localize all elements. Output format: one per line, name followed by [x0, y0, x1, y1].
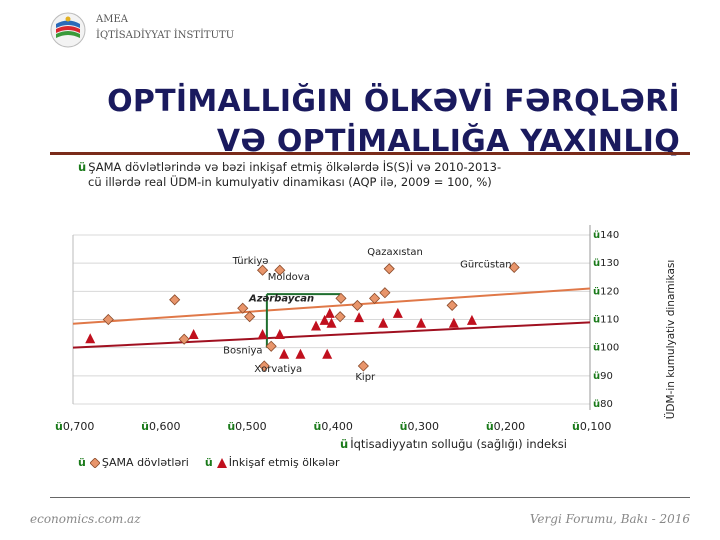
x-tick-label: ü0,500	[227, 420, 266, 433]
data-point-developed	[295, 348, 306, 359]
data-point-shama	[178, 333, 190, 345]
y-tick-label: ü80	[593, 399, 613, 410]
check-icon: ü	[78, 160, 87, 174]
data-point-developed	[378, 317, 389, 328]
y-tick-label: ü110	[593, 315, 619, 326]
x-axis-title: ü İqtisadiyyatın solluğu (sağlığı) indeks…	[340, 437, 567, 451]
y-tick-label: ü130	[593, 258, 619, 269]
check-icon: ü	[204, 456, 213, 469]
point-label: Bosniya	[223, 345, 262, 356]
trendline-shama	[72, 287, 591, 325]
data-point-shama	[335, 292, 347, 304]
x-axis-title-text: İqtisadiyyatın solluğu (sağlığı) indeksi	[350, 437, 567, 451]
data-point-developed	[324, 307, 335, 318]
data-point-developed	[274, 328, 285, 339]
x-tick-label: ü0,400	[314, 420, 353, 433]
point-label: Qazaxıstan	[367, 247, 423, 258]
point-label: Xorvatiya	[254, 364, 302, 375]
data-point-developed	[85, 333, 96, 344]
data-point-developed	[310, 320, 321, 331]
legend-label-developed: İnkişaf etmiş ölkələr	[228, 456, 340, 469]
data-point-developed	[392, 307, 403, 318]
x-tick-label: ü0,100	[572, 420, 611, 433]
data-point-shama	[102, 313, 114, 326]
data-point-shama	[237, 302, 249, 314]
footer-event: Vergi Forumu, Bakı - 2016	[529, 512, 690, 526]
x-tick-label: ü0,600	[141, 420, 180, 433]
data-point-shama	[244, 311, 256, 323]
trendline-developed	[72, 321, 591, 349]
x-tick-label: ü0,300	[400, 420, 439, 433]
data-point-developed	[322, 348, 333, 359]
y-tick-label: ü100	[593, 343, 619, 354]
point-label: Moldova	[268, 272, 310, 283]
data-point-shama	[334, 311, 346, 323]
footer-source: economics.com.az	[30, 512, 141, 526]
legend-item-shama: ü ŞAMA dövlətləri	[78, 456, 189, 469]
diamond-marker-icon	[89, 457, 100, 468]
point-label: Gürcüstan	[460, 259, 511, 270]
data-point-shama	[265, 340, 277, 352]
footer-divider	[50, 497, 690, 498]
x-tick-label: ü0,700	[55, 420, 94, 433]
data-point-developed	[448, 317, 459, 328]
data-point-shama	[351, 299, 363, 311]
chart-legend: ü ŞAMA dövlətləri ü İnkişaf etmiş ölkələ…	[78, 456, 340, 469]
y-axis-title: ÜDM-in kumulyativ dinamikası	[664, 260, 677, 420]
data-point-shama	[274, 264, 286, 276]
legend-item-developed: ü İnkişaf etmiş ölkələr	[205, 456, 340, 469]
data-point-developed	[319, 314, 330, 325]
data-point-developed	[326, 317, 337, 328]
chart-subtitle: ü ŞAMA dövlətlərində və bəzi inkişaf etmi…	[78, 160, 618, 190]
check-icon: ü	[340, 437, 349, 451]
title-line-1: OPTİMALLIĞIN ÖLKƏVİ FƏRQLƏRİ	[107, 84, 680, 119]
triangle-marker-icon	[216, 457, 227, 468]
data-point-developed	[257, 328, 268, 339]
data-point-developed	[354, 312, 365, 323]
data-point-developed	[416, 317, 427, 328]
org-line-1: AMEA	[96, 14, 128, 25]
data-point-shama	[383, 263, 395, 275]
data-point-developed	[279, 348, 290, 359]
amea-logo-icon	[50, 12, 86, 48]
subtitle-line-2: cü illərdə real ÜDM-in kumulyativ dinami…	[88, 175, 492, 189]
point-label: Kipr	[355, 372, 376, 383]
title-divider	[50, 152, 690, 155]
org-line-2: İQTİSADİYYAT İNSTİTUTU	[96, 30, 235, 41]
data-point-shama	[169, 294, 181, 306]
subtitle-line-1: ŞAMA dövlətlərində və bəzi inkişaf etmiş…	[88, 160, 502, 174]
organization-name: AMEA İQTİSADİYYAT İNSTİTUTU	[96, 12, 234, 44]
y-tick-label: ü90	[593, 371, 613, 382]
data-point-shama	[257, 264, 269, 276]
x-tick-label: ü0,200	[486, 420, 525, 433]
data-point-shama	[357, 360, 369, 372]
data-point-shama	[446, 299, 458, 311]
point-label: Türkiyə	[232, 256, 269, 267]
data-point-shama	[369, 292, 381, 304]
legend-label-shama: ŞAMA dövlətləri	[101, 456, 189, 469]
data-point-developed	[188, 328, 199, 339]
check-icon: ü	[78, 456, 86, 469]
data-point-developed	[466, 314, 477, 325]
y-tick-label: ü120	[593, 286, 619, 297]
data-point-shama	[379, 287, 391, 299]
point-label: Azərbaycan	[248, 293, 314, 304]
y-tick-label: ü140	[593, 230, 619, 241]
data-point-shama	[508, 261, 520, 273]
data-point-shama	[258, 360, 270, 372]
